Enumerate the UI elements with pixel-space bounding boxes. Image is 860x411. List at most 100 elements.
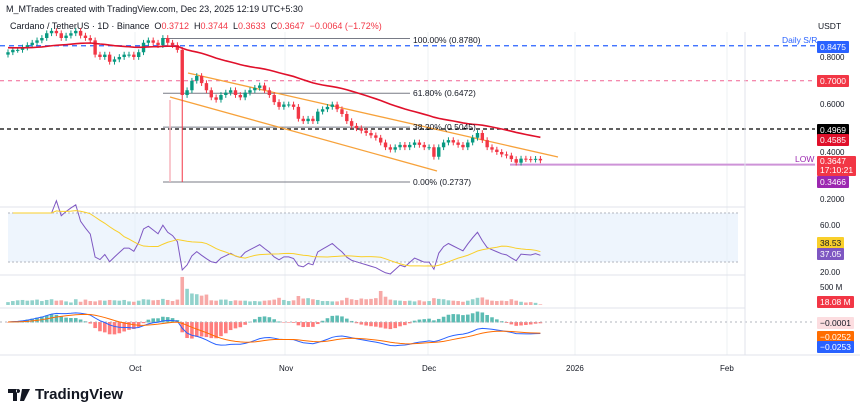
macd-histogram-bar: [524, 322, 528, 325]
volume-bar: [475, 297, 480, 305]
symbol-name[interactable]: Cardano / TetherUS · 1D · Binance: [10, 21, 150, 31]
candle-body: [466, 142, 470, 148]
candle-body: [151, 40, 155, 43]
x-tick-nov: Nov: [279, 364, 294, 373]
low-value: 0.3633: [238, 21, 266, 31]
volume-bar: [480, 297, 485, 305]
macd-histogram-bar: [238, 322, 243, 328]
macd-histogram-bar: [461, 315, 465, 323]
volume-bar: [315, 299, 320, 305]
tradingview-logo-icon: [8, 388, 30, 401]
macd-histogram-bar: [480, 312, 485, 323]
volume-bar: [407, 300, 412, 305]
candle-body: [127, 54, 131, 56]
volume-bar: [490, 300, 494, 305]
macd-histogram-bar: [132, 322, 136, 329]
volume-bar: [296, 296, 301, 305]
macd-histogram-bar: [156, 318, 160, 323]
macd-histogram-bar: [436, 318, 441, 323]
candle-body: [98, 54, 102, 57]
candle-body: [335, 104, 339, 110]
volume-bar: [127, 301, 131, 305]
rsi-ma-line: [12, 210, 541, 267]
macd-histogram-bar: [233, 322, 238, 329]
volume-bar: [422, 301, 427, 305]
macd-histogram-bar: [446, 314, 451, 323]
volume-bar: [499, 300, 504, 305]
candle-body: [45, 33, 49, 38]
candle-body: [490, 147, 494, 150]
volume-bar: [485, 299, 489, 305]
volume-bar: [436, 298, 441, 305]
volume-bar: [466, 300, 470, 305]
candle-body: [374, 135, 378, 138]
candle-body: [20, 47, 25, 50]
macd-histogram-bar: [243, 322, 247, 325]
macd-signal-badge: −0.0252: [817, 331, 854, 343]
volume-bar: [320, 301, 325, 305]
macd-histogram-bar: [335, 315, 339, 323]
volume-bar: [44, 299, 49, 305]
macd-histogram-bar: [388, 322, 393, 330]
volume-bar: [398, 300, 402, 305]
volume-bar: [151, 300, 155, 305]
volume-bar: [170, 301, 175, 305]
candle-body: [112, 59, 117, 62]
candle-body: [412, 142, 417, 145]
candle-body: [199, 76, 204, 84]
macd-histogram-bar: [383, 322, 388, 329]
candle-body: [214, 97, 218, 100]
high-value: 0.3744: [200, 21, 229, 31]
candle-body: [15, 49, 20, 51]
bar-countdown: 17:10:21: [820, 165, 854, 175]
volume-bar: [107, 299, 112, 305]
volume-bar: [359, 298, 364, 305]
volume-bar: [528, 302, 533, 305]
candle-body: [398, 144, 402, 148]
macd-histogram-bar: [93, 322, 97, 329]
candle-body: [345, 114, 349, 122]
macd-histogram-bar: [291, 322, 296, 323]
volume-bar: [533, 302, 538, 305]
candle-body: [403, 144, 407, 148]
volume-bar: [78, 301, 83, 305]
candle-body: [209, 90, 213, 98]
low-label: L: [233, 21, 239, 31]
volume-bar: [538, 304, 543, 305]
rsi-line: [12, 199, 541, 275]
volume-bar: [35, 299, 39, 305]
candle-body: [277, 102, 281, 107]
candle-body: [282, 104, 286, 107]
candle-body: [93, 40, 97, 55]
macd-histogram-bar: [78, 319, 83, 323]
volume-bar: [30, 300, 34, 305]
fib-0-label: 0.00% (0.2737): [413, 177, 472, 187]
macd-histogram-bar: [180, 322, 185, 333]
volume-bar: [451, 300, 456, 305]
macd-histogram-bar: [122, 322, 126, 332]
macd-histogram-bar: [398, 322, 402, 327]
candle-body: [262, 85, 267, 91]
macd-histogram-bar: [136, 322, 141, 327]
open-label: O: [154, 21, 162, 31]
macd-histogram-bar: [538, 322, 543, 324]
volume-bar: [277, 297, 281, 305]
macd-histogram-bar: [112, 322, 117, 335]
macd-histogram-bar: [267, 317, 272, 323]
rsi-band: [8, 213, 738, 262]
candle-body: [475, 133, 480, 138]
volume-bar: [432, 298, 436, 305]
candle-body: [11, 49, 15, 53]
candle-body: [180, 49, 184, 95]
volume-bar: [224, 299, 228, 305]
tradingview-logo[interactable]: TradingView: [8, 386, 123, 403]
volume-bar: [141, 299, 146, 305]
macd-histogram-bar: [417, 319, 422, 323]
macd-histogram-bar: [378, 322, 383, 328]
candle-body: [456, 142, 460, 145]
volume-bar: [190, 293, 194, 305]
currency-label[interactable]: USDT: [818, 21, 842, 31]
ema-line: [7, 42, 541, 139]
macd-histogram-bar: [190, 322, 194, 339]
